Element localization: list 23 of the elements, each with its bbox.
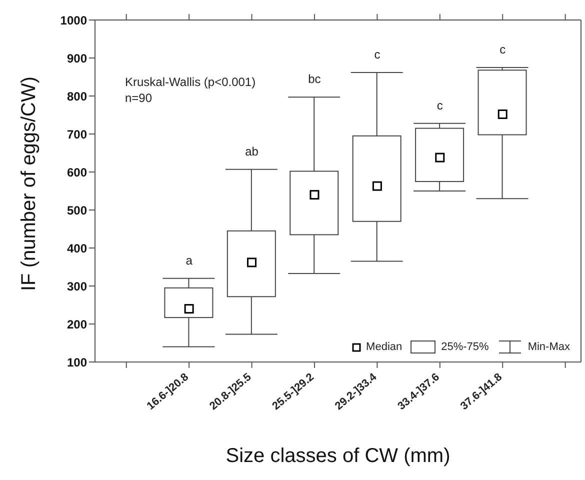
y-tick-label: 400 — [66, 241, 88, 256]
annotation: bc — [308, 72, 321, 86]
annotation: c — [436, 98, 443, 112]
y-tick-label: 900 — [66, 51, 88, 66]
y-tick-label: 100 — [66, 355, 88, 370]
y-tick-label: 1000 — [60, 13, 88, 28]
annotation: Min-Max — [528, 341, 570, 353]
y-tick-label: 800 — [66, 89, 88, 104]
text: n=90 — [125, 90, 154, 106]
y-tick-label: 300 — [66, 279, 88, 294]
annotation: ab — [245, 144, 259, 158]
annotation: a — [186, 253, 193, 268]
x-axis-title: Size classes of CW (mm) — [226, 445, 450, 467]
annotation: c — [374, 47, 380, 62]
y-axis-title: IF (number of eggs/CW) — [18, 76, 40, 291]
y-tick-label: 700 — [66, 127, 88, 142]
annotation: Median — [366, 341, 402, 353]
annotation: Kruskal-Wallis (p<0.001) — [125, 74, 256, 90]
y-tick-label: 200 — [66, 317, 88, 332]
y-tick-label: 500 — [66, 203, 88, 218]
y-tick-label: 600 — [66, 165, 88, 180]
annotation: c — [500, 42, 506, 56]
annotation: 25%-75% — [441, 341, 489, 353]
